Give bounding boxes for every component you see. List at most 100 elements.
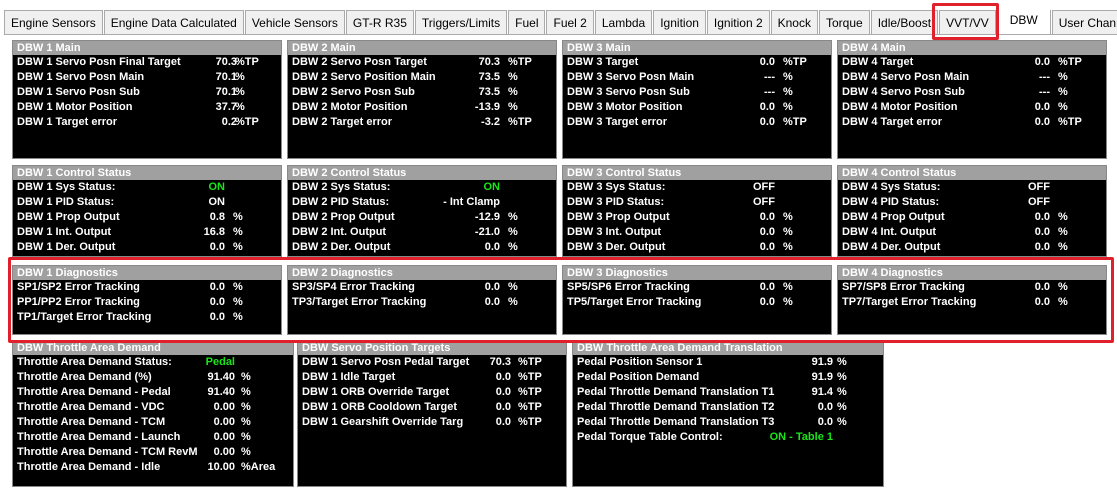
value: Pedal xyxy=(205,356,235,368)
value: --- xyxy=(764,86,775,98)
value: --- xyxy=(1039,71,1050,83)
value: 0.0 xyxy=(209,241,225,253)
label: SP7/SP8 Error Tracking xyxy=(842,281,965,293)
tab[interactable]: Lambda xyxy=(594,10,653,34)
tab[interactable]: Torque xyxy=(818,10,870,34)
value: 70.3 xyxy=(215,56,237,68)
label: SP1/SP2 Error Tracking xyxy=(17,281,140,293)
data-row: DBW 4 Servo Posn Main ---% xyxy=(838,70,1106,85)
value: - Int Clamp xyxy=(443,196,500,208)
label: DBW 1 Gearshift Override Targ xyxy=(302,416,464,428)
label: DBW 2 Servo Position Main xyxy=(292,71,436,83)
panel: DBW 1 Control Status DBW 1 Sys Status: ON D… xyxy=(12,165,282,257)
unit: % xyxy=(783,226,793,238)
value: 0.0 xyxy=(209,296,225,308)
tab[interactable]: Ignition 2 xyxy=(706,10,770,34)
data-row: DBW 4 Target error 0.0 %TP xyxy=(838,115,1106,130)
unit: %TP xyxy=(518,356,542,368)
tab[interactable]: VVT/VV xyxy=(939,10,996,34)
tab[interactable]: Idle/Boost xyxy=(870,10,939,34)
panel-title: DBW 1 Diagnostics xyxy=(13,266,281,280)
value: OFF xyxy=(1028,196,1050,208)
tab[interactable]: DBW xyxy=(996,10,1051,34)
unit: % xyxy=(508,86,518,98)
value: -12.9 xyxy=(474,211,500,223)
unit: %TP xyxy=(518,371,542,383)
panel-title: DBW 2 Control Status xyxy=(288,166,556,180)
value: 0.00 xyxy=(213,431,235,443)
data-row: DBW 1 ORB Cooldown Target 0.0 %TP xyxy=(298,400,566,415)
unit: % xyxy=(508,281,518,293)
data-row: DBW 1 Idle Target 0.0 %TP xyxy=(298,370,566,385)
tab[interactable]: Triggers/Limits xyxy=(414,10,508,34)
value: 0.0 xyxy=(495,386,511,398)
label: Pedal Throttle Demand Translation T3 xyxy=(577,416,775,428)
label: Throttle Area Demand - Pedal xyxy=(17,386,171,398)
data-row: DBW 1 Motor Position 37.7% xyxy=(13,100,281,115)
label: Throttle Area Demand - Launch xyxy=(17,431,181,443)
panel: DBW 2 Diagnostics SP3/SP4 Error Tracking 0… xyxy=(287,265,557,335)
data-row: DBW 4 PID Status: OFF xyxy=(838,195,1106,210)
data-row: Throttle Area Demand - Idle 10.00 %Area xyxy=(13,460,293,475)
unit: % xyxy=(235,86,245,98)
value: 0.0 xyxy=(209,281,225,293)
label: Throttle Area Demand - VDC xyxy=(17,401,165,413)
tab[interactable]: Knock xyxy=(770,10,818,34)
label: Pedal Position Sensor 1 xyxy=(577,356,703,368)
data-row: PP1/PP2 Error Tracking 0.0% xyxy=(13,295,281,310)
data-row: DBW 1 PID Status: ON xyxy=(13,195,281,210)
data-row: DBW 1 Servo Posn Pedal Target 70.3 %TP xyxy=(298,355,566,370)
tab[interactable]: Engine Sensors xyxy=(4,10,103,34)
unit: % xyxy=(783,86,793,98)
label: DBW 4 PID Status: xyxy=(842,196,940,208)
value: 0.00 xyxy=(213,401,235,413)
label: Pedal Position Demand xyxy=(577,371,700,383)
label: DBW 1 ORB Cooldown Target xyxy=(302,401,458,413)
label: Throttle Area Demand Status: xyxy=(17,356,172,368)
label: DBW 4 Motor Position xyxy=(842,101,958,113)
data-row: DBW 2 Prop Output -12.9% xyxy=(288,210,556,225)
unit: % xyxy=(233,281,243,293)
unit: %TP xyxy=(783,56,807,68)
unit: % xyxy=(241,401,251,413)
label: DBW 4 Sys Status: xyxy=(842,181,941,193)
data-row: DBW 4 Sys Status: OFF xyxy=(838,180,1106,195)
value: 0.0 xyxy=(484,241,500,253)
value: 0.0 xyxy=(759,226,775,238)
tab[interactable]: Fuel 2 xyxy=(546,10,594,34)
value: 70.1 xyxy=(215,86,237,98)
label: DBW 3 Int. Output xyxy=(567,226,662,238)
value: 10.00 xyxy=(207,461,235,473)
data-row: SP1/SP2 Error Tracking 0.0% xyxy=(13,280,281,295)
tab[interactable]: User Channels xyxy=(1051,10,1117,34)
tab[interactable]: Ignition xyxy=(653,10,706,34)
tab[interactable]: Vehicle Sensors xyxy=(244,10,345,34)
unit: %TP xyxy=(1058,116,1082,128)
label: DBW 2 Der. Output xyxy=(292,241,391,253)
data-row: DBW 4 Prop Output 0.0% xyxy=(838,210,1106,225)
tab[interactable]: Fuel xyxy=(508,10,546,34)
panel: DBW Throttle Area Demand Translation Peda… xyxy=(572,340,884,487)
unit: % xyxy=(1058,241,1068,253)
unit: % xyxy=(837,371,847,383)
label: DBW 4 Target xyxy=(842,56,914,68)
label: DBW 3 Sys Status: xyxy=(567,181,666,193)
panel: DBW 2 Main DBW 2 Servo Posn Target 70.3 %TP… xyxy=(287,40,557,159)
value: ON xyxy=(208,196,226,208)
panel-title: DBW 3 Main xyxy=(563,41,831,55)
label: DBW 1 PID Status: xyxy=(17,196,115,208)
value: 0.0 xyxy=(1034,211,1050,223)
value: OFF xyxy=(753,181,775,193)
panel-title: DBW 3 Diagnostics xyxy=(563,266,831,280)
unit: % xyxy=(241,386,251,398)
label: Throttle Area Demand - Idle xyxy=(17,461,161,473)
value: 0.00 xyxy=(213,446,235,458)
data-row: DBW 3 Target 0.0 %TP xyxy=(563,55,831,70)
tab[interactable]: Engine Data Calculated xyxy=(103,10,244,34)
tab[interactable]: GT-R R35 xyxy=(345,10,414,34)
label: DBW 2 Sys Status: xyxy=(292,181,391,193)
data-row: DBW 2 Servo Posn Sub 73.5% xyxy=(288,85,556,100)
unit: % xyxy=(837,401,847,413)
value: 0.0 xyxy=(1034,226,1050,238)
